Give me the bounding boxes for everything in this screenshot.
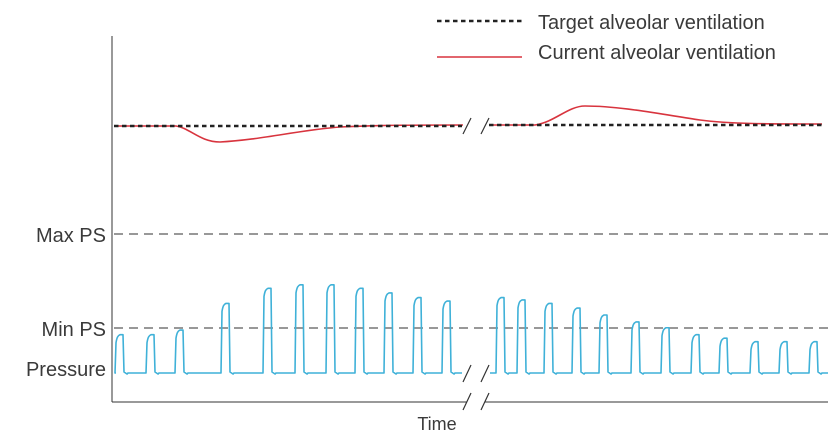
pressure-waveform [114,284,828,375]
min-ps-label: Min PS [42,319,106,341]
pressure-label: Pressure [26,359,106,381]
pressure-segment-after-break [490,296,828,375]
axes: Time [111,36,828,433]
legend-target-label: Target alveolar ventilation [538,12,765,34]
legend: Target alveolar ventilation Current alve… [437,12,776,64]
current-ventilation-curve [114,124,464,143]
max-ps-label: Max PS [36,225,106,247]
legend-current-label: Current alveolar ventilation [538,42,776,64]
pressure-break-mark [462,364,490,383]
pressure-segment-before-break [114,284,462,375]
ventilation-break-mark [462,117,490,135]
current-ventilation-curve-after-break [489,105,823,126]
x-axis-break-mark [462,392,490,411]
x-axis-label: Time [417,414,456,433]
